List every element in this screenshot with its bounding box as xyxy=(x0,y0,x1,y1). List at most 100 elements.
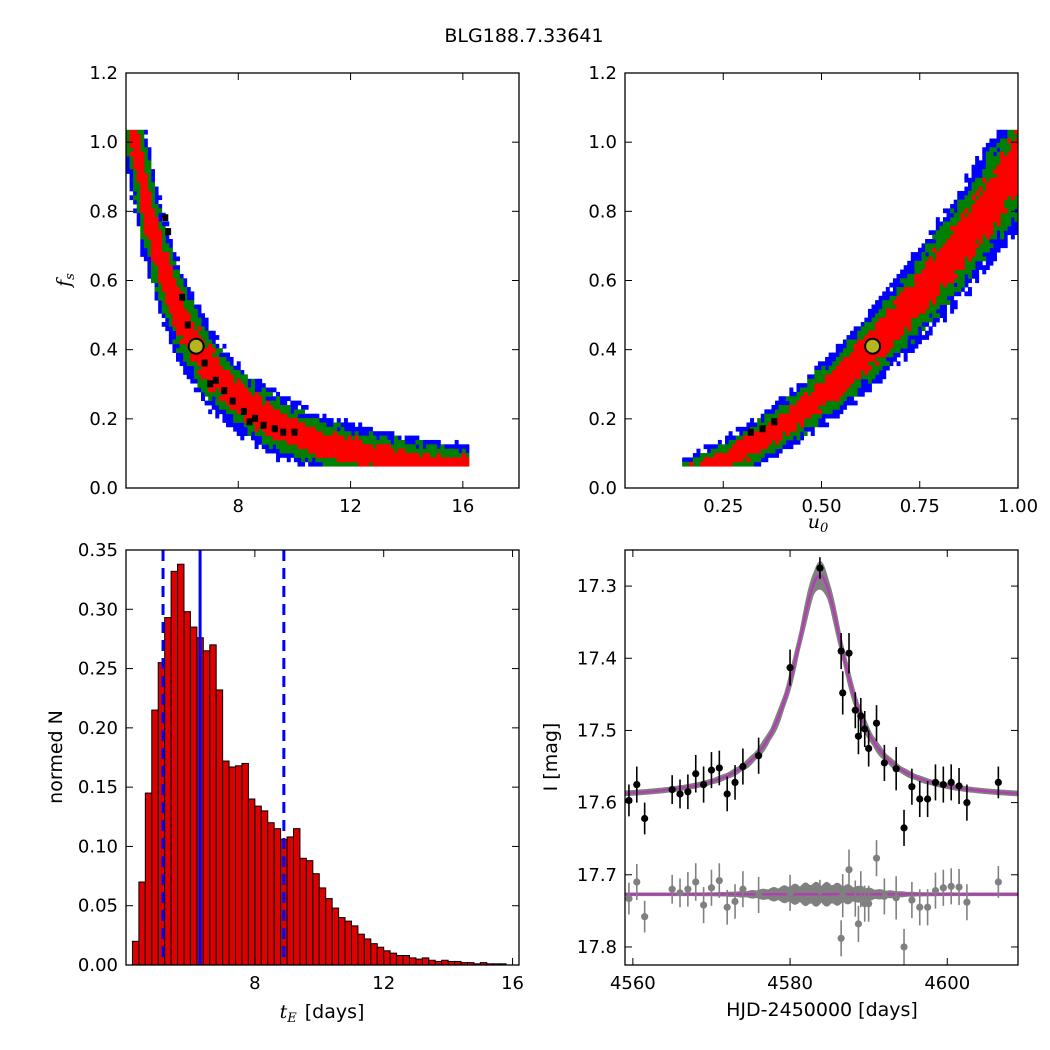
panel-u0-fs-cell-blue xyxy=(910,269,915,275)
panel-te-fs-cell-blue xyxy=(129,173,134,179)
panel-u0-fs-cell-red xyxy=(767,426,772,432)
panel-te-fs-cell-green xyxy=(351,461,356,467)
panel-te-fs-cell-green xyxy=(293,444,298,450)
panel-te-fs-cell-red xyxy=(218,383,223,388)
panel-u0-fs-cell-green xyxy=(792,400,797,406)
panel-u0-fs-cell-red xyxy=(957,221,962,227)
panel-u0-fs-cell-red xyxy=(1003,169,1008,174)
panel-te-fs-cell-green xyxy=(197,317,202,323)
panel-u0-fs-cell-blue xyxy=(732,435,737,441)
panel-te-fs-cell-red xyxy=(151,239,155,244)
panel-u0-fs-cell-blue xyxy=(903,265,908,270)
panel-u0-fs-cell-green xyxy=(1000,217,1005,222)
panel-u0-fs-cell-blue xyxy=(960,190,965,196)
panel-te-fs-cell-green xyxy=(343,435,348,441)
residual-point xyxy=(916,903,924,911)
histogram-bar xyxy=(286,836,295,966)
panel-u0-fs-cell-green xyxy=(1003,147,1008,153)
panel-u0-fs-cell-green xyxy=(782,409,787,415)
residual-point xyxy=(786,889,794,897)
panel-te-fs-cell-green xyxy=(193,370,198,375)
panel-u0-fs-cell-blue xyxy=(900,348,905,353)
panel-te-fs-cell-green xyxy=(179,343,184,349)
panel-u0-fs-cell-blue xyxy=(950,295,955,301)
panel-u0-fs-cell-red xyxy=(742,448,747,454)
panel-u0-fs-cell-red xyxy=(989,199,994,205)
panel-te-fs-cell-green xyxy=(279,405,284,410)
panel-te-fs-cell-red xyxy=(140,204,145,209)
panel-u0-fs-cell-blue xyxy=(896,273,901,279)
panel-te-fs-cell-red xyxy=(208,361,213,367)
panel-te-fs-cell-blue xyxy=(211,405,216,410)
panel-te-fs-cell-red xyxy=(436,461,441,467)
panel-u0-fs-cell-red xyxy=(882,343,887,349)
panel-te-fs-cell-green xyxy=(172,269,177,275)
panel-u0-fs-cell-blue xyxy=(778,448,783,454)
panel-te-fs-cell-green xyxy=(236,413,241,419)
panel-te-fs-cell-green xyxy=(147,160,152,166)
panel-te-fs-cell-green xyxy=(365,439,370,445)
panel-u0-fs-cell-red xyxy=(917,291,922,297)
panel-te-fs-cell-green xyxy=(447,453,452,458)
panel-u0-fs-cell-green xyxy=(864,374,869,380)
panel-u0-fs-cell-blue xyxy=(889,282,894,288)
panel-te-fs-cell-red xyxy=(190,352,195,358)
panel-u0-fs-cell-green xyxy=(875,365,880,371)
panel-te-fs-cell-green xyxy=(311,418,316,423)
panel-u0-fs-cell-red xyxy=(821,396,826,402)
panel-u0-fs-cell-green xyxy=(946,225,951,231)
panel-u0-fs-cell-green xyxy=(942,287,947,292)
panel-te-fs-cell-red xyxy=(218,378,223,384)
panel-u0-fs-cell-green xyxy=(785,409,790,415)
panel-u0-fs-cell-blue xyxy=(907,339,912,345)
panel-te-fs-cell-blue xyxy=(208,409,213,415)
panel-u0-fs-cell-green xyxy=(700,453,704,458)
panel-u0-fs-cell-red xyxy=(853,361,858,367)
panel-te-fs-cell-green xyxy=(161,239,166,244)
panel-te-fs-cell-blue xyxy=(229,422,234,428)
panel-u0-fs-cell-red xyxy=(953,265,958,270)
panel-u0-fs-cell-red xyxy=(792,422,797,428)
panel-te-fs-cell-red xyxy=(390,461,395,467)
panel-u0-fs-cell-green xyxy=(896,339,901,345)
panel-u0-fs-cell-red xyxy=(850,374,855,380)
panel-u0-fs-cell-red xyxy=(964,221,969,227)
panel-te-fs-cell-red xyxy=(240,400,245,406)
panel-te-fs-cell-blue xyxy=(183,365,188,371)
panel-u0-fs-cell-blue xyxy=(785,444,790,450)
panel-u0-fs-cell-green xyxy=(967,199,972,205)
panel-te-histogram-ytick-label: 0.25 xyxy=(78,659,118,680)
panel-te-fs-cell-blue xyxy=(233,426,238,432)
panel-te-fs-cell-red xyxy=(229,387,234,393)
panel-te-fs-cell-blue xyxy=(390,431,395,436)
panel-te-fs-cell-red xyxy=(226,400,231,406)
panel-u0-fs-cell-red xyxy=(978,204,983,209)
panel-u0-fs-cell-red xyxy=(721,457,726,463)
panel-u0-fs-cell-blue xyxy=(828,356,833,362)
panel-u0-fs-cell-green xyxy=(817,413,822,419)
panel-u0-fs-cell-green xyxy=(1003,204,1008,209)
panel-te-fs-cell-blue xyxy=(279,453,284,458)
panel-te-fs-cell-green xyxy=(383,439,388,445)
panel-u0-fs-cell-blue xyxy=(907,343,912,349)
panel-u0-fs-ytick-label: 0.0 xyxy=(588,478,617,499)
panel-te-fs-cell-blue xyxy=(172,265,177,270)
panel-u0-fs-cell-green xyxy=(760,448,765,454)
panel-te-fs-cell-green xyxy=(343,461,348,467)
panel-u0-fs-cell-red xyxy=(810,400,815,406)
panel-u0-fs-cell-blue xyxy=(935,225,940,231)
panel-u0-fs-cell-red xyxy=(1010,195,1015,201)
panel-te-fs-cell-red xyxy=(176,313,180,319)
panel-u0-fs-cell-green xyxy=(875,370,880,375)
panel-u0-fs-cell-red xyxy=(746,439,751,445)
panel-u0-fs-cell-blue xyxy=(978,260,983,266)
panel-u0-fs-cell-blue xyxy=(925,322,930,327)
panel-u0-fs-cell-red xyxy=(889,308,894,314)
panel-u0-fs-cell-green xyxy=(835,361,840,367)
panel-u0-fs-cell-green xyxy=(871,322,876,327)
panel-u0-fs-cell-red xyxy=(721,461,726,467)
panel-u0-fs-cell-red xyxy=(825,387,830,393)
panel-u0-fs-cell-green xyxy=(1007,129,1012,135)
panel-u0-fs-cell-blue xyxy=(950,308,955,314)
panel-u0-fs-cell-green xyxy=(810,387,815,393)
